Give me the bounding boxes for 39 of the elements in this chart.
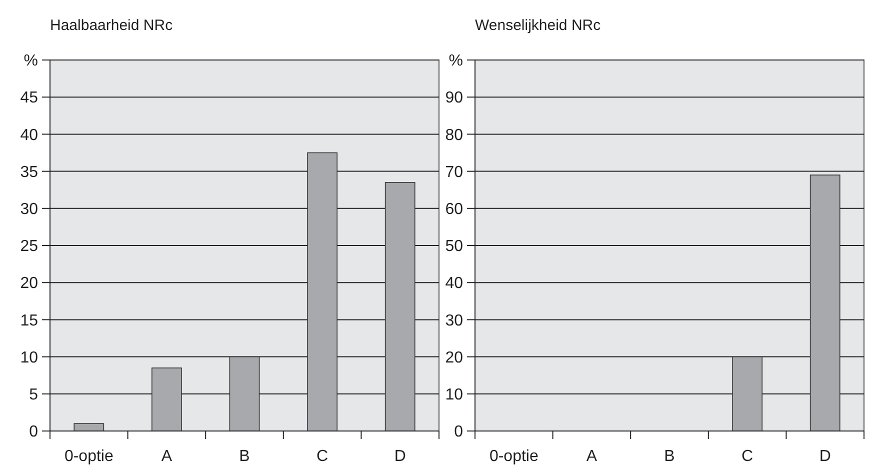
y-tick-label: 10 xyxy=(445,386,464,404)
x-tick-label: A xyxy=(161,448,172,465)
y-tick-label: 25 xyxy=(20,238,38,256)
bar xyxy=(384,182,416,432)
x-tick-label: B xyxy=(239,448,250,465)
chart-title: Wenselijkheid NRc xyxy=(475,17,602,34)
x-tick-label: A xyxy=(586,448,598,465)
x-tick-label: D xyxy=(819,448,831,465)
bar xyxy=(229,356,260,432)
y-tick-label: 30 xyxy=(445,312,464,330)
y-tick-label: % xyxy=(24,52,38,70)
y-tick-label: 50 xyxy=(445,238,464,256)
y-tick-label: 20 xyxy=(445,349,464,366)
y-tick-label: 15 xyxy=(20,312,38,330)
x-tick-label: D xyxy=(394,448,406,465)
chart-title: Haalbaarheid NRc xyxy=(50,17,174,34)
y-tick-label: 90 xyxy=(445,90,464,107)
y-tick-label: 40 xyxy=(445,275,464,292)
x-tick-label: 0-optie xyxy=(489,448,538,465)
x-tick-label: 0-optie xyxy=(64,448,114,465)
bar xyxy=(152,368,182,432)
y-tick-label: 80 xyxy=(445,126,464,144)
x-tick-label: C xyxy=(316,448,328,465)
y-tick-label: % xyxy=(448,52,463,70)
x-tick-label: C xyxy=(742,448,754,465)
y-tick-label: 0 xyxy=(454,424,464,441)
y-tick-label: 30 xyxy=(20,201,38,218)
x-tick-label: B xyxy=(664,448,675,465)
y-tick-label: 20 xyxy=(20,275,38,292)
y-tick-label: 0 xyxy=(29,424,38,441)
y-tick-label: 60 xyxy=(445,201,464,218)
y-tick-label: 70 xyxy=(445,164,464,181)
y-tick-label: 10 xyxy=(20,349,38,366)
bar xyxy=(74,423,104,432)
y-tick-label: 45 xyxy=(20,90,38,107)
y-tick-label: 5 xyxy=(29,386,38,404)
bar xyxy=(307,152,338,432)
y-tick-label: 40 xyxy=(20,126,38,144)
y-tick-label: 35 xyxy=(20,164,38,181)
